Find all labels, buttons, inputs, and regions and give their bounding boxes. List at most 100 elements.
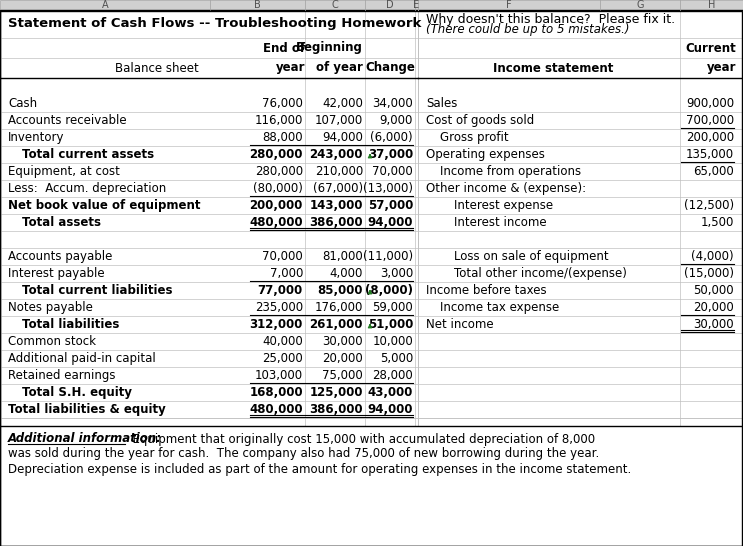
- Text: (There could be up to 5 mistakes.): (There could be up to 5 mistakes.): [426, 23, 629, 37]
- Text: Income tax expense: Income tax expense: [440, 301, 559, 314]
- Text: year: year: [276, 62, 305, 74]
- Text: Interest income: Interest income: [454, 216, 547, 229]
- Text: 386,000: 386,000: [309, 216, 363, 229]
- Text: was sold during the year for cash.  The company also had 75,000 of new borrowing: was sold during the year for cash. The c…: [8, 448, 600, 460]
- Text: Total assets: Total assets: [22, 216, 101, 229]
- Text: of year: of year: [316, 62, 363, 74]
- Text: 135,000: 135,000: [686, 148, 734, 161]
- Text: 200,000: 200,000: [250, 199, 303, 212]
- Text: 10,000: 10,000: [372, 335, 413, 348]
- Text: 700,000: 700,000: [686, 114, 734, 127]
- Text: 81,000: 81,000: [322, 250, 363, 263]
- Text: 280,000: 280,000: [250, 148, 303, 161]
- Text: Retained earnings: Retained earnings: [8, 369, 115, 382]
- Text: E: E: [413, 0, 420, 10]
- Text: Net book value of equipment: Net book value of equipment: [8, 199, 201, 212]
- Text: Operating expenses: Operating expenses: [426, 148, 545, 161]
- Text: 30,000: 30,000: [693, 318, 734, 331]
- Text: 900,000: 900,000: [686, 97, 734, 110]
- Text: Additional information:: Additional information:: [8, 432, 162, 446]
- Text: 200,000: 200,000: [686, 131, 734, 144]
- Text: Total current liabilities: Total current liabilities: [22, 284, 172, 297]
- Text: 235,000: 235,000: [255, 301, 303, 314]
- Text: year: year: [707, 62, 736, 74]
- Text: 480,000: 480,000: [250, 403, 303, 416]
- Text: 168,000: 168,000: [250, 386, 303, 399]
- Text: 5,000: 5,000: [380, 352, 413, 365]
- Text: Loss on sale of equipment: Loss on sale of equipment: [454, 250, 609, 263]
- Text: Interest payable: Interest payable: [8, 267, 105, 280]
- Text: Accounts receivable: Accounts receivable: [8, 114, 126, 127]
- Text: F: F: [506, 0, 512, 10]
- Text: B: B: [254, 0, 261, 10]
- Text: 76,000: 76,000: [262, 97, 303, 110]
- Text: (12,500): (12,500): [684, 199, 734, 212]
- Text: 3,000: 3,000: [380, 267, 413, 280]
- Text: 88,000: 88,000: [262, 131, 303, 144]
- Text: 85,000: 85,000: [317, 284, 363, 297]
- Text: 116,000: 116,000: [255, 114, 303, 127]
- Text: 70,000: 70,000: [372, 165, 413, 178]
- Text: 176,000: 176,000: [314, 301, 363, 314]
- Text: Beginning: Beginning: [296, 41, 363, 55]
- Text: 59,000: 59,000: [372, 301, 413, 314]
- Text: 50,000: 50,000: [693, 284, 734, 297]
- Text: Cost of goods sold: Cost of goods sold: [426, 114, 534, 127]
- Text: 34,000: 34,000: [372, 97, 413, 110]
- Text: Accounts payable: Accounts payable: [8, 250, 112, 263]
- Text: Income statement: Income statement: [493, 62, 613, 74]
- Text: Total S.H. equity: Total S.H. equity: [22, 386, 132, 399]
- Text: 65,000: 65,000: [693, 165, 734, 178]
- Text: 94,000: 94,000: [322, 131, 363, 144]
- Text: 261,000: 261,000: [310, 318, 363, 331]
- Text: Net income: Net income: [426, 318, 493, 331]
- Text: 386,000: 386,000: [309, 403, 363, 416]
- Text: (8,000): (8,000): [365, 284, 413, 297]
- Text: Total current assets: Total current assets: [22, 148, 154, 161]
- Text: Equipment, at cost: Equipment, at cost: [8, 165, 120, 178]
- Bar: [0, 0, 743, 10]
- Text: Depreciation expense is included as part of the amount for operating expenses in: Depreciation expense is included as part…: [8, 462, 632, 476]
- Text: 20,000: 20,000: [693, 301, 734, 314]
- Text: Income before taxes: Income before taxes: [426, 284, 547, 297]
- Text: (6,000): (6,000): [370, 131, 413, 144]
- Text: Balance sheet: Balance sheet: [114, 62, 198, 74]
- Text: 94,000: 94,000: [368, 403, 413, 416]
- Text: 7,000: 7,000: [270, 267, 303, 280]
- Text: 1,500: 1,500: [701, 216, 734, 229]
- Text: (4,000): (4,000): [692, 250, 734, 263]
- Text: (11,000): (11,000): [363, 250, 413, 263]
- Text: Total liabilities: Total liabilities: [22, 318, 120, 331]
- Text: 9,000: 9,000: [380, 114, 413, 127]
- Text: 4,000: 4,000: [330, 267, 363, 280]
- Text: Common stock: Common stock: [8, 335, 96, 348]
- Text: A: A: [102, 0, 108, 10]
- Text: 42,000: 42,000: [322, 97, 363, 110]
- Text: 70,000: 70,000: [262, 250, 303, 263]
- Text: 107,000: 107,000: [315, 114, 363, 127]
- Text: 37,000: 37,000: [368, 148, 413, 161]
- Text: (15,000): (15,000): [684, 267, 734, 280]
- Text: 40,000: 40,000: [262, 335, 303, 348]
- Text: Other income & (expense):: Other income & (expense):: [426, 182, 586, 195]
- Text: Income from operations: Income from operations: [440, 165, 581, 178]
- Text: Change: Change: [365, 62, 415, 74]
- Text: Inventory: Inventory: [8, 131, 65, 144]
- Text: Less:  Accum. depreciation: Less: Accum. depreciation: [8, 182, 166, 195]
- Text: Sales: Sales: [426, 97, 458, 110]
- Text: Total liabilities & equity: Total liabilities & equity: [8, 403, 166, 416]
- Text: D: D: [386, 0, 394, 10]
- Text: 480,000: 480,000: [250, 216, 303, 229]
- Text: (67,000): (67,000): [313, 182, 363, 195]
- Text: End of: End of: [263, 41, 305, 55]
- Text: Equipment that originally cost 15,000 with accumulated depreciation of 8,000: Equipment that originally cost 15,000 wi…: [126, 432, 595, 446]
- Text: 28,000: 28,000: [372, 369, 413, 382]
- Text: 30,000: 30,000: [322, 335, 363, 348]
- Text: Statement of Cash Flows -- Troubleshooting Homework: Statement of Cash Flows -- Troubleshooti…: [8, 17, 421, 31]
- Text: 25,000: 25,000: [262, 352, 303, 365]
- Text: H: H: [708, 0, 716, 10]
- Text: G: G: [636, 0, 643, 10]
- Text: 210,000: 210,000: [315, 165, 363, 178]
- Text: 77,000: 77,000: [258, 284, 303, 297]
- Text: Current: Current: [685, 41, 736, 55]
